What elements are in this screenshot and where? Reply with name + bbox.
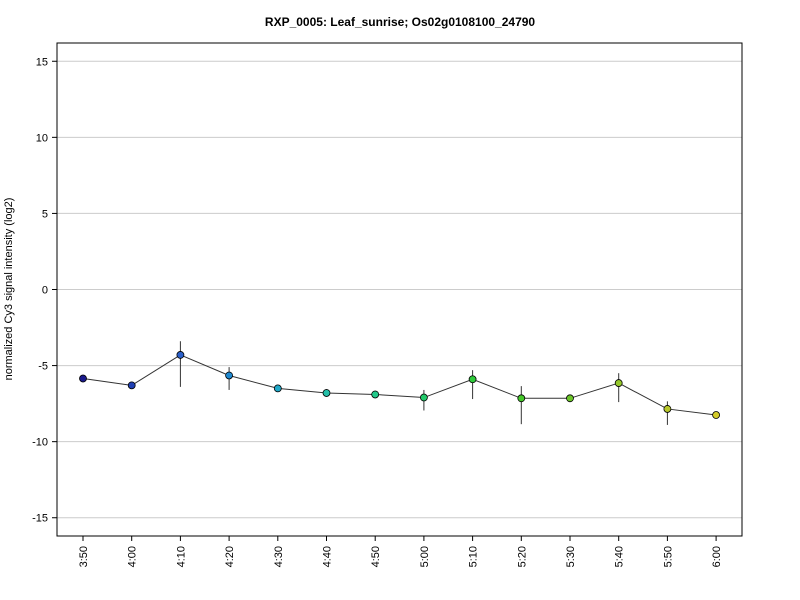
data-point-4 — [273, 384, 282, 393]
data-point-9 — [517, 394, 526, 403]
data-point-11 — [614, 379, 623, 387]
x-axis: 3:50 4:00 4:10 4:20 4:30 4:40 4:50 5:00 5:10 5:20… — [78, 535, 723, 567]
y-tick-label-6: 15 — [36, 56, 48, 68]
data-point-1 — [127, 381, 136, 390]
data-point-3 — [225, 371, 234, 380]
x-tick-label-3: 4:20 — [224, 546, 236, 567]
gridlines — [57, 60, 742, 519]
x-tick-label-8: 5:10 — [468, 546, 480, 567]
x-tick-label-5: 4:40 — [322, 546, 334, 567]
y-axis: -15 -10 -5 0 5 10 15 — [32, 56, 57, 525]
x-tick-label-11: 5:40 — [614, 546, 626, 567]
x-tick-label-9: 5:20 — [516, 546, 528, 567]
data-point-13 — [712, 411, 720, 419]
y-tick-label-1: -10 — [32, 437, 48, 449]
data-point-0 — [79, 374, 87, 383]
chart-title: RXP_0005: Leaf_sunrise; Os02g0108100_247… — [265, 15, 536, 29]
y-tick-label-3: 0 — [42, 285, 48, 297]
x-tick-label-6: 4:50 — [370, 546, 382, 567]
x-tick-label-10: 5:30 — [565, 546, 577, 567]
x-tick-label-2: 4:10 — [175, 546, 187, 567]
data-point-5 — [322, 389, 331, 397]
data-point-2 — [176, 351, 185, 359]
data-point-10 — [566, 394, 574, 403]
y-tick-label-5: 10 — [36, 132, 48, 144]
data-points — [79, 351, 720, 419]
x-tick-label-0: 3:50 — [78, 546, 90, 567]
x-tick-label-4: 4:30 — [273, 546, 285, 567]
x-tick-label-13: 6:00 — [711, 546, 723, 567]
data-point-6 — [371, 390, 380, 399]
x-tick-label-12: 5:50 — [662, 546, 674, 567]
data-point-12 — [663, 405, 672, 413]
data-point-8 — [468, 375, 477, 384]
y-tick-label-2: -5 — [38, 361, 48, 373]
y-tick-label-0: -15 — [32, 513, 48, 525]
x-tick-label-7: 5:00 — [419, 546, 431, 567]
y-tick-label-4: 5 — [42, 208, 48, 220]
series-line — [82, 354, 717, 416]
y-axis-label: normalized Cy3 signal intensity (log2) — [3, 198, 15, 381]
data-point-7 — [419, 393, 428, 402]
x-tick-label-1: 4:00 — [127, 546, 139, 567]
